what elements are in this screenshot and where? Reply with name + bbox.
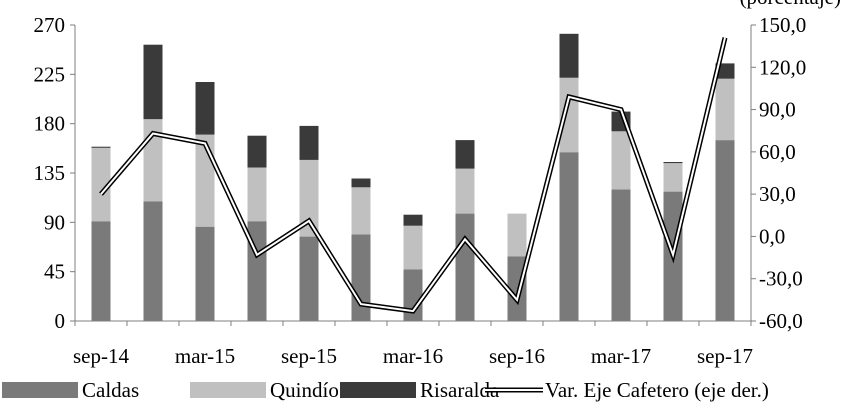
y-left-tick-label: 135 bbox=[34, 161, 66, 185]
bar-risaralda-9 bbox=[559, 33, 579, 78]
y-left-tick-label: 45 bbox=[44, 260, 65, 284]
bar-quindo-11 bbox=[663, 163, 683, 192]
legend-label-0: Caldas bbox=[82, 378, 139, 402]
bar-risaralda-7 bbox=[455, 140, 475, 169]
y-left-tick-label: 180 bbox=[34, 112, 66, 136]
legend-swatch-0 bbox=[2, 382, 78, 398]
legend: Caldas Quindío Risaralda Var. Eje Cafetero … bbox=[2, 378, 769, 402]
x-tick-label: sep-15 bbox=[281, 344, 337, 368]
bar-risaralda-6 bbox=[403, 214, 423, 226]
y-right-tick-label: 120,0 bbox=[759, 55, 806, 79]
bar-quindo-3 bbox=[247, 167, 267, 222]
bar-caldas-2 bbox=[195, 226, 215, 321]
x-tick-label: mar-16 bbox=[383, 344, 443, 368]
bar-risaralda-1 bbox=[143, 44, 163, 120]
bar-quindo-4 bbox=[299, 159, 319, 237]
x-tick-label: sep-14 bbox=[73, 344, 129, 368]
legend-label-1: Quindío bbox=[270, 378, 339, 402]
bar-caldas-7 bbox=[455, 213, 475, 321]
legend-label-3: Var. Eje Cafetero (eje der.) bbox=[545, 378, 769, 402]
y-left-tick-label: 90 bbox=[44, 210, 65, 234]
y-left-tick-label: 270 bbox=[34, 13, 66, 37]
bar-risaralda-5 bbox=[351, 178, 371, 188]
bar-caldas-5 bbox=[351, 234, 371, 321]
line-series-inner bbox=[100, 37, 726, 313]
y-right-tick-label: 60,0 bbox=[759, 140, 796, 164]
y-right-tick-label: -30,0 bbox=[759, 267, 803, 291]
y-right-tick-label: 30,0 bbox=[759, 182, 796, 206]
legend-swatch-1 bbox=[190, 382, 266, 398]
bar-caldas-9 bbox=[559, 152, 579, 321]
line-group bbox=[99, 37, 728, 314]
bar-quindo-5 bbox=[351, 187, 371, 235]
bar-caldas-10 bbox=[611, 189, 631, 321]
bar-caldas-1 bbox=[143, 201, 163, 321]
y-right-tick-label: 90,0 bbox=[759, 98, 796, 122]
y-left-tick-label: 0 bbox=[55, 309, 66, 333]
bar-caldas-12 bbox=[715, 140, 735, 321]
y-right-tick-label: 150,0 bbox=[759, 13, 806, 37]
legend-swatch-2 bbox=[340, 382, 416, 398]
axes-group: 0 45 90 135 180 225 270 -60,0 -30,0 0,0 30,0 60,0 90… bbox=[34, 13, 807, 368]
bars-group bbox=[91, 33, 735, 321]
x-tick-label: mar-15 bbox=[175, 344, 235, 368]
bar-risaralda-4 bbox=[299, 125, 319, 160]
bar-caldas-4 bbox=[299, 236, 319, 321]
y-left-tick-label: 225 bbox=[34, 62, 66, 86]
corner-unit-label: (porcentaje) bbox=[740, 0, 841, 9]
y-right-tick-label: 0,0 bbox=[759, 224, 785, 248]
x-tick-label: mar-17 bbox=[591, 344, 651, 368]
bar-quindo-8 bbox=[507, 213, 527, 257]
bar-quindo-10 bbox=[611, 131, 631, 190]
y-right-tick-label: -60,0 bbox=[759, 309, 803, 333]
bar-quindo-0 bbox=[91, 147, 111, 222]
bar-quindo-7 bbox=[455, 168, 475, 214]
x-tick-label: sep-16 bbox=[489, 344, 545, 368]
bar-risaralda-2 bbox=[195, 82, 215, 135]
x-tick-label: sep-17 bbox=[697, 344, 753, 368]
bar-caldas-0 bbox=[91, 221, 111, 321]
bar-risaralda-0 bbox=[91, 146, 111, 148]
bar-risaralda-3 bbox=[247, 135, 267, 168]
bar-risaralda-11 bbox=[663, 162, 683, 164]
bar-quindo-12 bbox=[715, 78, 735, 141]
bar-quindo-6 bbox=[403, 225, 423, 270]
